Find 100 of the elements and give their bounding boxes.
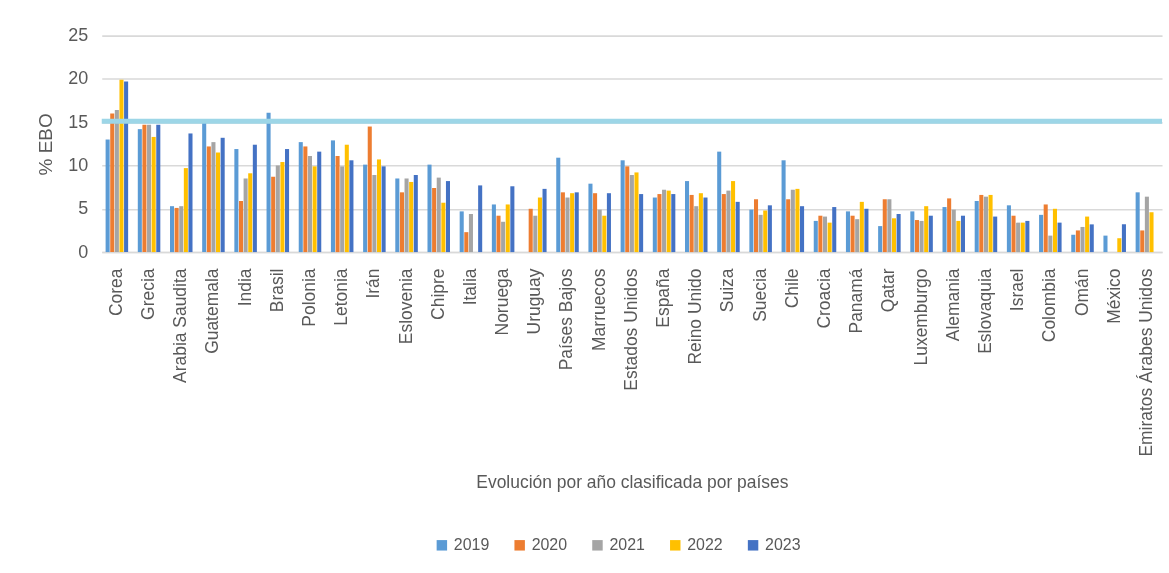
x-tick-label: Emiratos Árabes Unidos bbox=[1135, 268, 1156, 457]
y-axis-title: % EBO bbox=[35, 113, 57, 176]
bar bbox=[280, 162, 285, 253]
bar bbox=[910, 211, 915, 253]
x-tick-label: Polonia bbox=[298, 268, 319, 327]
bar bbox=[786, 199, 791, 253]
bar bbox=[151, 136, 156, 253]
bar bbox=[381, 166, 386, 253]
bar bbox=[1016, 222, 1021, 253]
bar bbox=[206, 146, 211, 253]
bar bbox=[169, 206, 175, 253]
bar bbox=[951, 209, 956, 253]
x-tick-label: Chile bbox=[781, 268, 802, 309]
x-tick-label: Colombia bbox=[1039, 268, 1060, 343]
bar bbox=[928, 215, 933, 253]
bar bbox=[1117, 238, 1122, 253]
x-tick-label: Reino Unido bbox=[685, 268, 706, 365]
bar bbox=[625, 166, 630, 253]
bar bbox=[372, 175, 377, 253]
bar bbox=[1149, 212, 1154, 253]
bar bbox=[914, 220, 919, 253]
bar bbox=[1057, 222, 1062, 253]
bar bbox=[689, 194, 694, 253]
bar bbox=[845, 211, 850, 253]
bar bbox=[731, 181, 736, 253]
bar bbox=[542, 188, 547, 253]
bar bbox=[1006, 205, 1011, 253]
bar bbox=[1121, 224, 1126, 253]
bar bbox=[850, 215, 855, 253]
y-tick-label: 20 bbox=[68, 68, 89, 89]
x-tick-label: Corea bbox=[105, 268, 126, 317]
x-tick-label: Marruecos bbox=[588, 268, 609, 351]
bar bbox=[1144, 196, 1149, 253]
bar bbox=[216, 152, 221, 253]
bar bbox=[298, 142, 303, 253]
bar bbox=[570, 193, 575, 253]
bar bbox=[464, 232, 469, 253]
bar bbox=[317, 151, 322, 253]
bar bbox=[505, 204, 510, 253]
legend-label: 2022 bbox=[687, 536, 723, 554]
bar bbox=[956, 220, 961, 253]
bar bbox=[211, 142, 216, 253]
x-tick-label: México bbox=[1103, 268, 1124, 324]
bar bbox=[822, 216, 828, 253]
bar bbox=[726, 190, 731, 253]
bar bbox=[266, 112, 271, 253]
bar bbox=[565, 197, 570, 253]
x-tick-label: Croacia bbox=[813, 268, 834, 329]
bar bbox=[399, 192, 404, 253]
bar bbox=[671, 194, 676, 253]
bar bbox=[652, 197, 657, 253]
x-tick-label: Alemania bbox=[942, 268, 963, 342]
bar bbox=[684, 181, 690, 253]
bar bbox=[367, 126, 372, 253]
bar bbox=[818, 215, 823, 253]
legend-label: 2019 bbox=[453, 536, 490, 554]
bar bbox=[1103, 235, 1108, 253]
legend-label: 2021 bbox=[609, 536, 646, 554]
bar bbox=[445, 181, 451, 253]
bar bbox=[303, 146, 308, 253]
bar bbox=[606, 193, 611, 253]
bar bbox=[1080, 226, 1085, 253]
x-tick-label: España bbox=[653, 268, 674, 328]
bar bbox=[602, 215, 607, 253]
bar bbox=[124, 81, 129, 253]
bar bbox=[1039, 214, 1044, 253]
bar bbox=[491, 204, 496, 253]
x-tick-label: Qatar bbox=[878, 268, 899, 313]
bar bbox=[537, 197, 542, 253]
bar bbox=[312, 166, 317, 253]
bar bbox=[105, 139, 110, 253]
bar bbox=[344, 144, 349, 253]
y-tick-label: 5 bbox=[78, 198, 89, 219]
bar bbox=[156, 124, 161, 253]
bar bbox=[1052, 208, 1057, 253]
x-tick-label: Arabia Saudita bbox=[170, 268, 191, 383]
bar bbox=[882, 199, 887, 253]
bar bbox=[533, 215, 538, 253]
x-tick-label: Brasil bbox=[266, 268, 287, 313]
bar bbox=[174, 207, 179, 253]
bar bbox=[1025, 220, 1030, 253]
bar bbox=[528, 208, 533, 253]
bar bbox=[395, 178, 400, 253]
bar bbox=[924, 206, 929, 253]
bar bbox=[887, 199, 892, 253]
x-tick-label: Panamá bbox=[846, 268, 867, 334]
bar bbox=[790, 189, 795, 253]
bar bbox=[147, 124, 152, 253]
bar bbox=[753, 199, 759, 253]
bar bbox=[238, 200, 244, 253]
bar bbox=[800, 206, 805, 253]
bar bbox=[891, 218, 897, 253]
bar bbox=[556, 157, 561, 253]
x-tick-label: Eslovenia bbox=[395, 268, 416, 345]
bar bbox=[179, 206, 184, 253]
bar bbox=[960, 215, 966, 253]
bar bbox=[335, 155, 340, 253]
bar bbox=[749, 209, 754, 253]
x-tick-label: Suiza bbox=[717, 268, 738, 313]
bar bbox=[427, 164, 432, 253]
